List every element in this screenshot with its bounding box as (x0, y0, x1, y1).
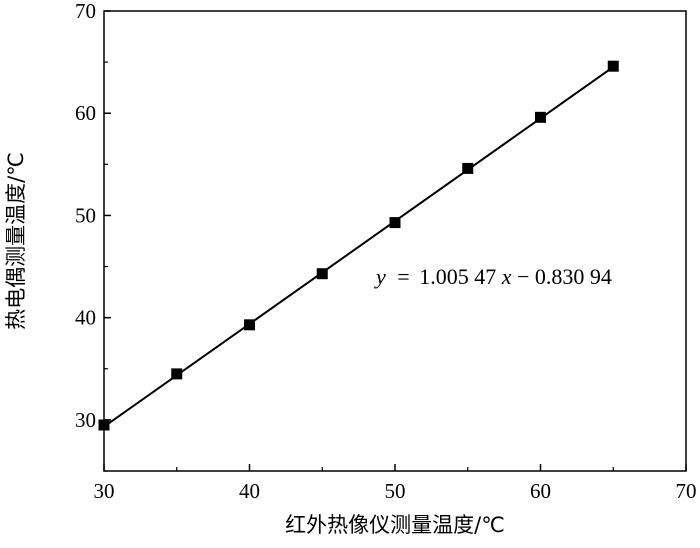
eq-y-var: y (374, 264, 386, 289)
data-points (98, 60, 619, 431)
tick-labels: 30 40 50 60 70 30 40 50 60 70 (75, 0, 697, 503)
plot-area-frame (103, 10, 687, 472)
y-tick-label: 40 (75, 306, 96, 330)
fit-equation: y = 1.005 47 x − 0.830 94 (374, 264, 612, 289)
y-tick-label: 70 (75, 0, 96, 23)
y-tick-label: 60 (75, 101, 96, 125)
x-tick-label: 40 (239, 479, 260, 503)
data-point (316, 268, 328, 280)
x-tick-label: 60 (530, 479, 551, 503)
fit-line (103, 66, 614, 428)
data-point (171, 368, 183, 380)
eq-minus: − (517, 264, 529, 289)
x-tick-label: 30 (94, 479, 115, 503)
axis-ticks (103, 10, 687, 472)
data-point (535, 111, 546, 123)
y-tick-label: 50 (75, 203, 96, 227)
data-point (607, 60, 619, 72)
eq-coef: 1.005 47 (419, 264, 496, 289)
y-tick-label: 30 (75, 408, 96, 432)
eq-x-var: x (501, 264, 512, 289)
y-axis-title: 热电偶测量温度/℃ (4, 152, 28, 330)
data-point (244, 319, 255, 331)
x-axis-title: 红外热像仪测量温度/℃ (285, 513, 505, 537)
x-tick-label: 70 (676, 479, 697, 503)
data-point (98, 419, 110, 431)
eq-const: 0.830 94 (535, 264, 612, 289)
x-tick-label: 50 (385, 479, 406, 503)
data-point (389, 217, 401, 229)
eq-sign: = (397, 264, 409, 289)
data-point (462, 162, 474, 174)
